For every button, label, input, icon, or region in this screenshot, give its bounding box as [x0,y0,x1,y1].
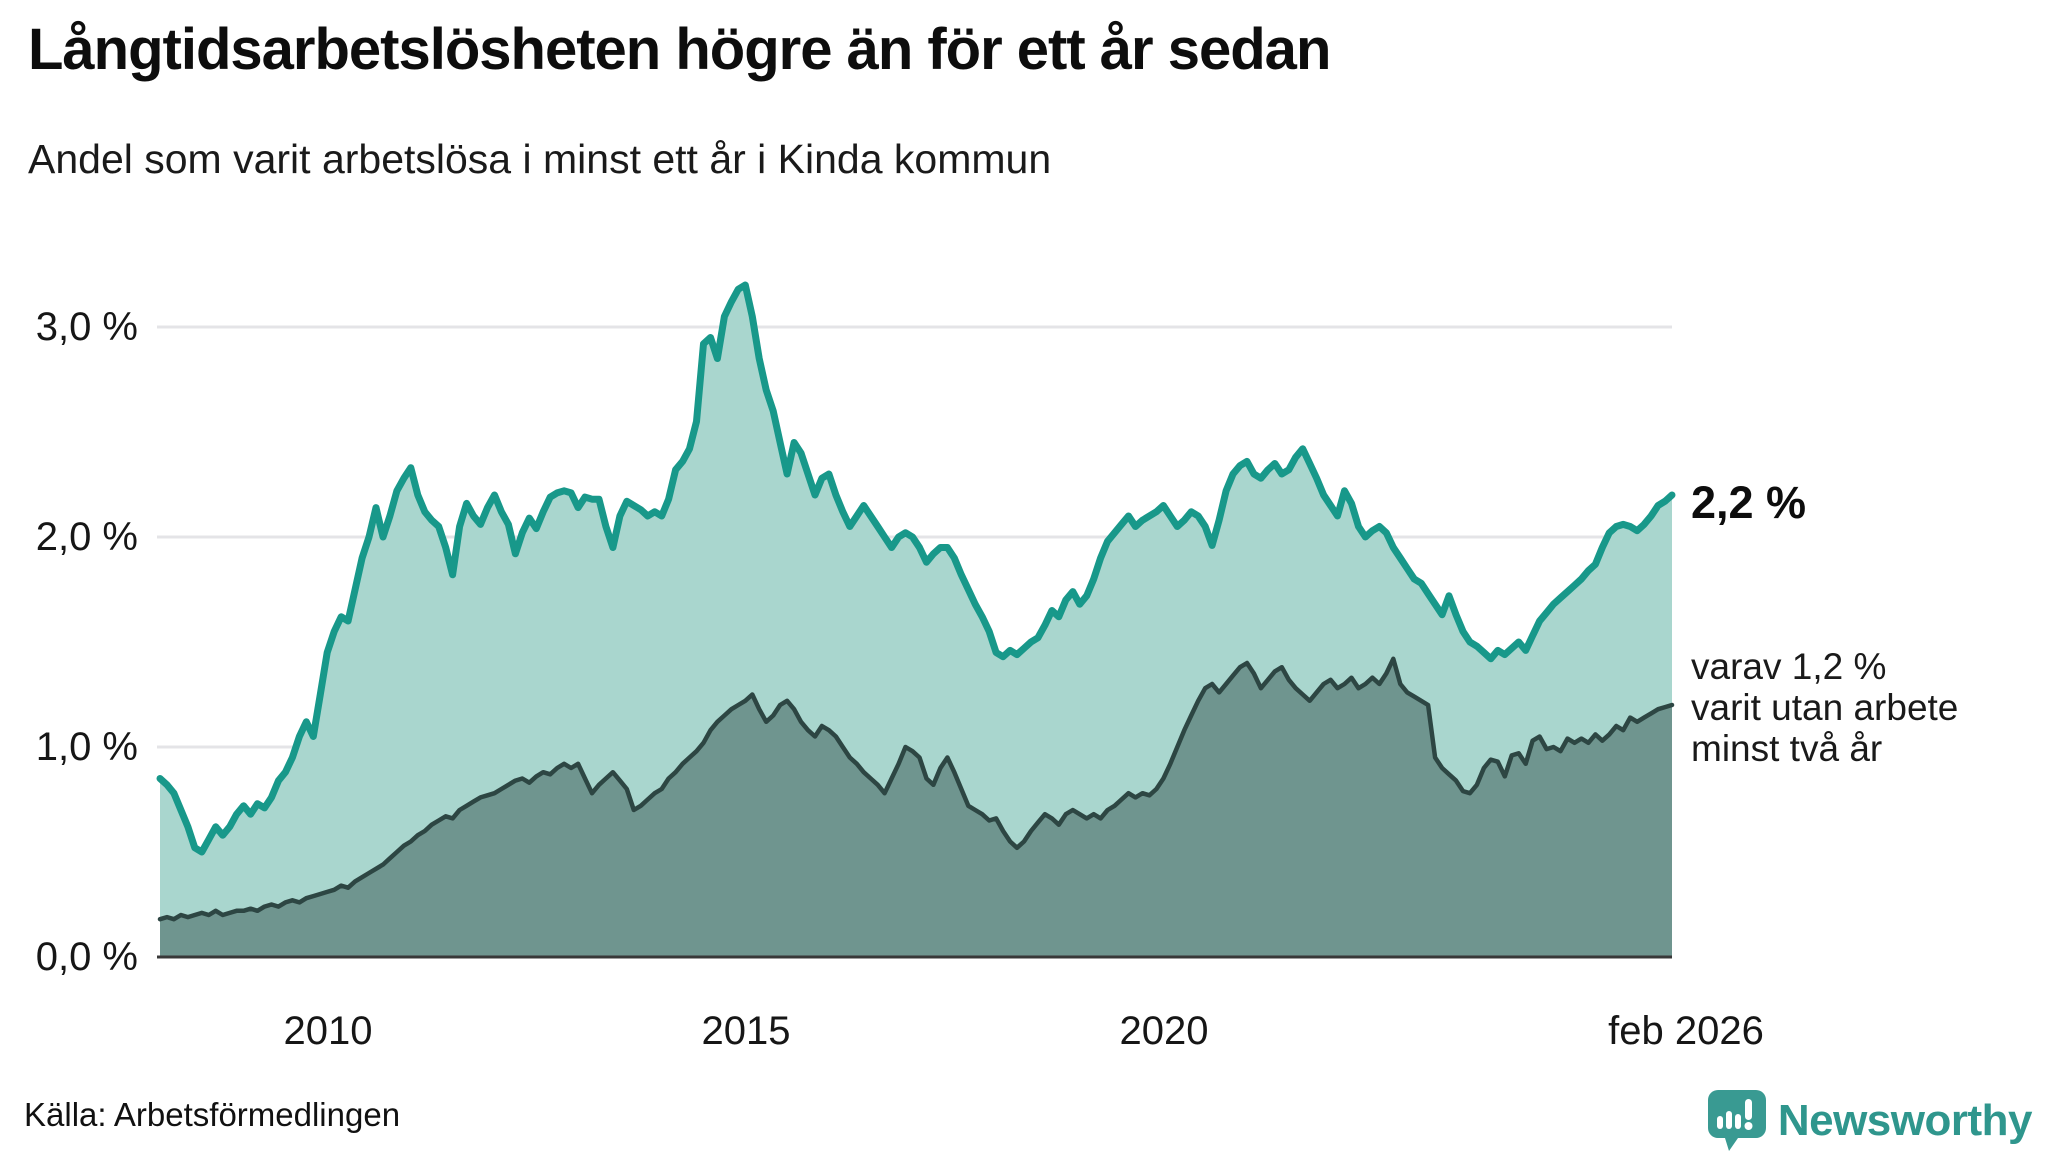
series-end-value-label: 2,2 % [1691,477,1807,528]
x-axis-tick-feb-2026: feb 2026 [1608,1009,1764,1053]
x-axis-tick-2015: 2015 [701,1009,791,1053]
y-axis-tick-1: 1,0 % [35,725,138,769]
annotation-line-1: varav 1,2 % [1691,646,1887,687]
series-line-1 [157,656,1675,922]
x-axis-tick-2020: 2020 [1119,1009,1209,1053]
annotation-line-2: varit utan arbete [1691,687,1959,728]
series-line-0 [156,281,1676,856]
y-axis-tick-0: 0,0 % [35,935,138,979]
series-area-1 [160,658,1672,957]
annotation-line-3: minst två år [1691,728,1883,769]
sub-series-annotation: varav 1,2 % varit utan arbete minst två … [1691,646,1958,769]
x-axis-tick-2010: 2010 [283,1009,373,1053]
newsworthy-logo-text: Newsworthy [1777,1096,2033,1145]
newsworthy-logo: Newsworthy [1707,1090,2033,1152]
y-axis-tick-3: 3,0 % [35,305,138,349]
y-axis-tick-2: 2,0 % [35,515,138,559]
newsworthy-bubble-chart-icon [1707,1090,1766,1151]
page-subtitle: Andel som varit arbetslösa i minst ett å… [28,136,1052,182]
source-credit: Källa: Arbetsförmedlingen [24,1096,401,1133]
page-title: Långtidsarbetslösheten högre än för ett … [28,17,1331,82]
